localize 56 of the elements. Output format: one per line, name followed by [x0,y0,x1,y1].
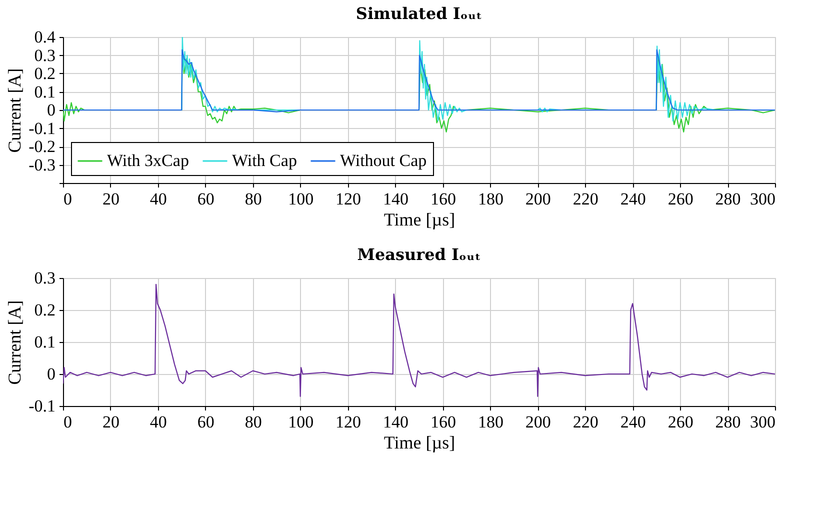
x-tick-label: 240 [620,412,646,432]
y-tick-label: 0 [47,364,56,384]
x-tick-label: 80 [244,412,262,432]
x-tick-label: 140 [383,190,409,208]
x-tick-label: 0 [64,412,72,432]
x-tick-label: 40 [150,412,167,432]
x-tick-label: 60 [197,190,214,208]
y-tick-label: -0.1 [28,396,56,416]
x-tick-label: 260 [668,412,694,432]
x-tick-label: 0 [64,190,72,208]
y-axis-title: Current [A] [4,68,25,153]
x-tick-label: 120 [336,412,362,432]
x-tick-label: 220 [572,412,598,432]
x-tick-label: 120 [336,190,362,208]
x-tick-label: 300 [750,190,776,208]
x-tick-label: 20 [102,412,120,432]
y-tick-label: 0.1 [34,82,56,102]
x-tick-label: 280 [715,190,741,208]
x-axis-title: Time [µs] [384,432,456,452]
chart-title: Simulated Iₒᵤₜ [356,4,482,23]
line-series [63,284,775,397]
x-tick-label: 280 [715,412,741,432]
x-tick-label: 40 [150,190,167,208]
x-tick-label: 60 [197,412,214,432]
y-tick-label: -0.1 [28,118,56,138]
y-tick-label: 0.2 [34,64,56,83]
x-tick-label: 160 [430,190,456,208]
y-axis-title: Current [A] [4,300,25,385]
x-tick-label: 180 [478,412,504,432]
y-tick-label: 0 [47,100,56,120]
x-tick-label: 100 [288,190,314,208]
chart-title: Measured Iₒᵤₜ [357,245,481,264]
y-tick-label: -0.3 [28,155,56,174]
x-tick-label: 200 [525,412,551,432]
y-tick-label: 0.4 [34,28,56,46]
x-tick-label: 180 [478,190,504,208]
x-tick-label: 200 [525,190,551,208]
x-tick-label: 80 [244,190,262,208]
y-tick-label: 0.2 [34,300,56,320]
x-tick-label: 260 [668,190,694,208]
y-tick-label: 0.3 [34,268,56,288]
x-tick-label: 300 [750,412,776,432]
x-tick-label: 240 [620,190,646,208]
legend-label: With Cap [232,151,297,170]
x-tick-label: 140 [383,412,409,432]
y-tick-label: 0.3 [34,46,56,65]
x-axis-title: Time [µs] [384,210,456,230]
line-series [63,49,775,112]
y-tick-label: -0.2 [28,137,56,156]
y-tick-label: 0.1 [34,332,56,352]
x-tick-label: 220 [572,190,598,208]
x-tick-label: 160 [430,412,456,432]
legend-label: With 3xCap [107,151,189,170]
x-tick-label: 20 [102,190,120,208]
x-tick-label: 100 [288,412,314,432]
legend-label: Without Cap [340,151,427,170]
